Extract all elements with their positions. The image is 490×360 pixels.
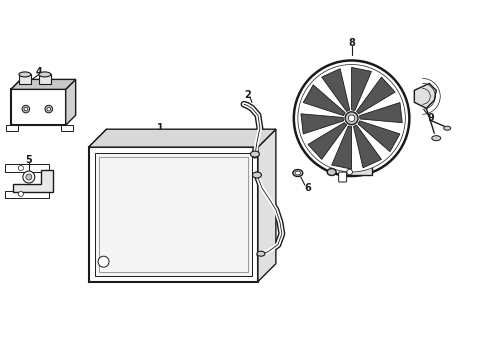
- Polygon shape: [360, 103, 402, 123]
- Ellipse shape: [444, 126, 451, 130]
- Circle shape: [45, 105, 52, 113]
- Polygon shape: [301, 114, 343, 134]
- Ellipse shape: [432, 136, 441, 141]
- Polygon shape: [5, 164, 49, 172]
- Polygon shape: [89, 147, 258, 282]
- Circle shape: [348, 115, 355, 121]
- Bar: [39, 75, 51, 84]
- Ellipse shape: [39, 72, 51, 77]
- Polygon shape: [352, 67, 371, 111]
- Polygon shape: [11, 89, 66, 125]
- Polygon shape: [332, 126, 352, 169]
- Circle shape: [19, 166, 24, 171]
- Circle shape: [23, 171, 35, 183]
- Circle shape: [22, 105, 29, 113]
- Polygon shape: [308, 122, 346, 159]
- FancyBboxPatch shape: [339, 172, 346, 182]
- Polygon shape: [357, 77, 395, 114]
- Polygon shape: [342, 161, 371, 175]
- Circle shape: [19, 192, 24, 197]
- Text: 7: 7: [361, 150, 368, 160]
- Ellipse shape: [257, 251, 265, 256]
- Polygon shape: [415, 84, 436, 108]
- Text: 2: 2: [245, 90, 251, 100]
- Polygon shape: [322, 69, 350, 112]
- Ellipse shape: [295, 171, 300, 175]
- Ellipse shape: [252, 172, 262, 178]
- Ellipse shape: [293, 170, 303, 176]
- Circle shape: [24, 107, 27, 111]
- Circle shape: [298, 64, 405, 172]
- Polygon shape: [258, 129, 276, 282]
- Polygon shape: [358, 121, 400, 152]
- Text: 8: 8: [348, 37, 355, 48]
- Polygon shape: [66, 80, 75, 125]
- Text: 6: 6: [304, 183, 311, 193]
- Polygon shape: [89, 129, 276, 147]
- Ellipse shape: [250, 151, 259, 157]
- Text: 9: 9: [428, 113, 435, 123]
- Circle shape: [347, 169, 352, 175]
- Circle shape: [345, 112, 358, 125]
- Text: 4: 4: [35, 67, 42, 77]
- Circle shape: [98, 256, 109, 267]
- Polygon shape: [11, 80, 75, 89]
- Ellipse shape: [19, 72, 31, 77]
- Ellipse shape: [327, 168, 336, 176]
- Polygon shape: [5, 191, 49, 198]
- Circle shape: [294, 60, 409, 176]
- Text: 5: 5: [25, 155, 32, 165]
- Bar: [19, 75, 31, 84]
- Polygon shape: [6, 125, 18, 131]
- Polygon shape: [353, 125, 382, 168]
- Text: 3: 3: [269, 227, 275, 237]
- Polygon shape: [61, 125, 73, 131]
- Circle shape: [47, 107, 50, 111]
- Polygon shape: [13, 170, 53, 192]
- Text: 1: 1: [157, 123, 164, 133]
- Polygon shape: [303, 85, 345, 116]
- Circle shape: [26, 174, 32, 180]
- Polygon shape: [95, 153, 252, 276]
